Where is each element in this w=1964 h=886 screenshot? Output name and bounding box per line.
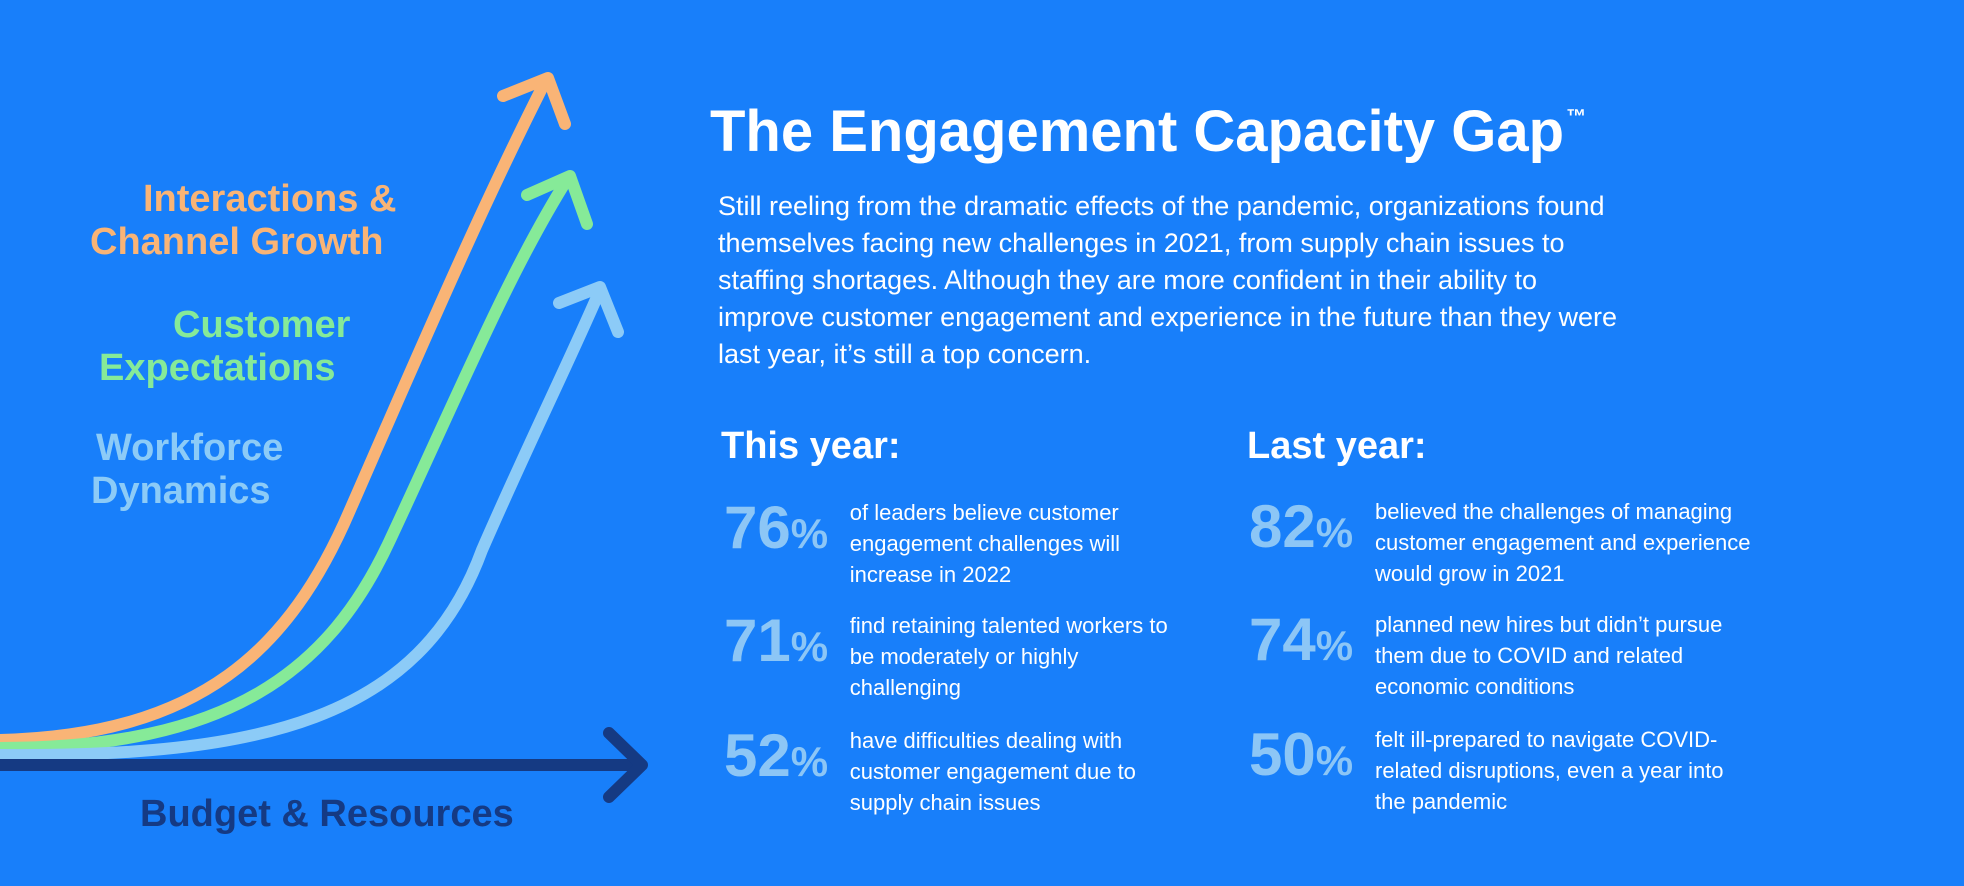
customer-label-line1: Customer xyxy=(173,304,351,346)
workforce-arrow xyxy=(0,284,606,762)
stat-unit: % xyxy=(1315,509,1354,556)
interactions-label: Interactions & Channel Growth xyxy=(90,178,396,264)
page-title: The Engagement Capacity Gap ™ xyxy=(710,98,1586,165)
stat-value: 82% xyxy=(1249,496,1375,564)
workforce-label: Workforce Dynamics xyxy=(91,427,283,513)
stat-description: find retaining talented workers to be mo… xyxy=(849,613,1168,700)
this-year-heading: This year: xyxy=(721,425,901,467)
budget-arrowhead xyxy=(603,727,648,803)
stat-unit: % xyxy=(1315,737,1354,784)
stat-description: of leaders believe customer engagement c… xyxy=(849,500,1121,587)
interactions-label-line1: Interactions & xyxy=(143,178,397,220)
growth-arrows-graphic xyxy=(0,72,648,803)
stat-value: 76% xyxy=(724,497,850,565)
customer-label-line2: Expectations xyxy=(99,347,336,389)
stat-description: have difficulties dealing with customer … xyxy=(849,728,1136,815)
stat-number: 74 xyxy=(1249,606,1316,673)
this-year-stat-2: 71% find retaining talented workers to b… xyxy=(724,610,1184,703)
stat-description: planned new hires but didn’t pursue them… xyxy=(1375,612,1723,699)
workforce-label-line1: Workforce xyxy=(96,427,284,469)
this-year-stat-3: 52% have difficulties dealing with custo… xyxy=(724,725,1184,818)
this-year-stat-1: 76% of leaders believe customer engageme… xyxy=(724,497,1184,590)
last-year-stat-3: 50% felt ill-prepared to navigate COVID-… xyxy=(1249,724,1769,817)
interactions-arrowhead xyxy=(497,72,571,130)
stat-value: 71% xyxy=(724,610,850,678)
title-text: The Engagement Capacity Gap xyxy=(710,99,1565,164)
stat-unit: % xyxy=(790,738,829,785)
stat-number: 82 xyxy=(1249,493,1316,560)
stat-number: 71 xyxy=(724,607,791,674)
customer-arrow xyxy=(0,172,574,754)
stat-number: 52 xyxy=(724,722,791,789)
interactions-arrow xyxy=(0,74,552,746)
last-year-stat-2: 74% planned new hires but didn’t pursue … xyxy=(1249,609,1769,702)
stat-number: 76 xyxy=(724,494,791,561)
last-year-stat-1: 82% believed the challenges of managing … xyxy=(1249,496,1769,589)
customer-arrowhead xyxy=(521,170,593,230)
stat-description: believed the challenges of managing cust… xyxy=(1375,499,1751,586)
stat-value: 52% xyxy=(724,725,850,793)
intro-paragraph: Still reeling from the dramatic effects … xyxy=(718,191,1618,369)
stat-unit: % xyxy=(790,623,829,670)
trademark-mark: ™ xyxy=(1566,106,1587,128)
workforce-arrowhead xyxy=(553,281,624,338)
stat-description: felt ill-prepared to navigate COVID-rela… xyxy=(1375,727,1724,814)
stat-number: 50 xyxy=(1249,721,1316,788)
workforce-label-line2: Dynamics xyxy=(91,470,271,512)
budget-label: Budget & Resources xyxy=(140,793,514,835)
interactions-label-line2: Channel Growth xyxy=(90,221,384,263)
stat-unit: % xyxy=(790,510,829,557)
stat-value: 50% xyxy=(1249,724,1375,792)
last-year-heading: Last year: xyxy=(1247,425,1427,467)
stat-unit: % xyxy=(1315,622,1354,669)
customer-label: Customer Expectations xyxy=(99,304,350,390)
stat-value: 74% xyxy=(1249,609,1375,677)
